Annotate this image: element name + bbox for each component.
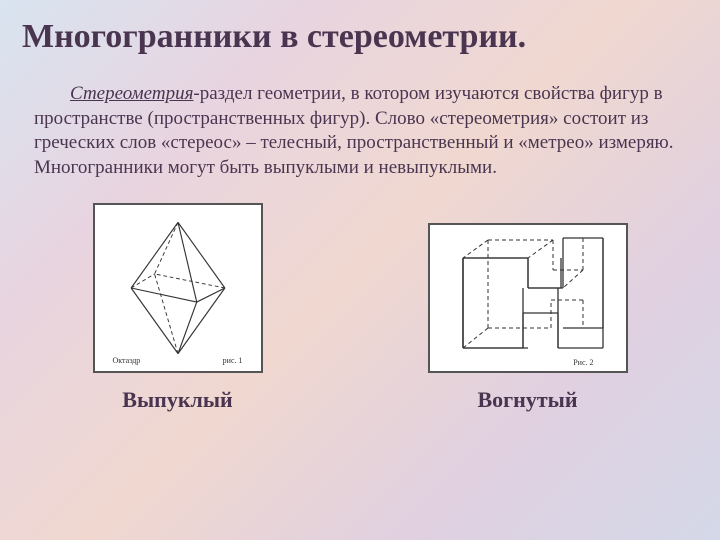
figure-concave-caption: Вогнутый	[478, 387, 578, 413]
figure-convex-box: Октаэдр рис. 1	[93, 203, 263, 373]
figure-convex-caption: Выпуклый	[122, 387, 232, 413]
figure-concave-box: Рис. 2	[428, 223, 628, 373]
figure-concave: Рис. 2 Вогнутый	[428, 223, 628, 413]
figure-convex-small-label: Октаэдр	[113, 356, 141, 365]
definition-paragraph: Стереометрия-раздел геометрии, в котором…	[0, 64, 720, 193]
concave-prism-icon	[433, 228, 623, 368]
octahedron-icon	[103, 213, 253, 363]
figure-concave-small-ref: Рис. 2	[573, 358, 593, 367]
lead-term: Стереометрия	[70, 83, 193, 104]
page-title: Многогранники в стереометрии.	[0, 0, 720, 64]
figure-convex-small-ref: рис. 1	[223, 356, 243, 365]
figure-convex: Октаэдр рис. 1 Выпуклый	[93, 203, 263, 413]
figures-row: Октаэдр рис. 1 Выпуклый Рис. 2 Вогнутый	[0, 193, 720, 413]
